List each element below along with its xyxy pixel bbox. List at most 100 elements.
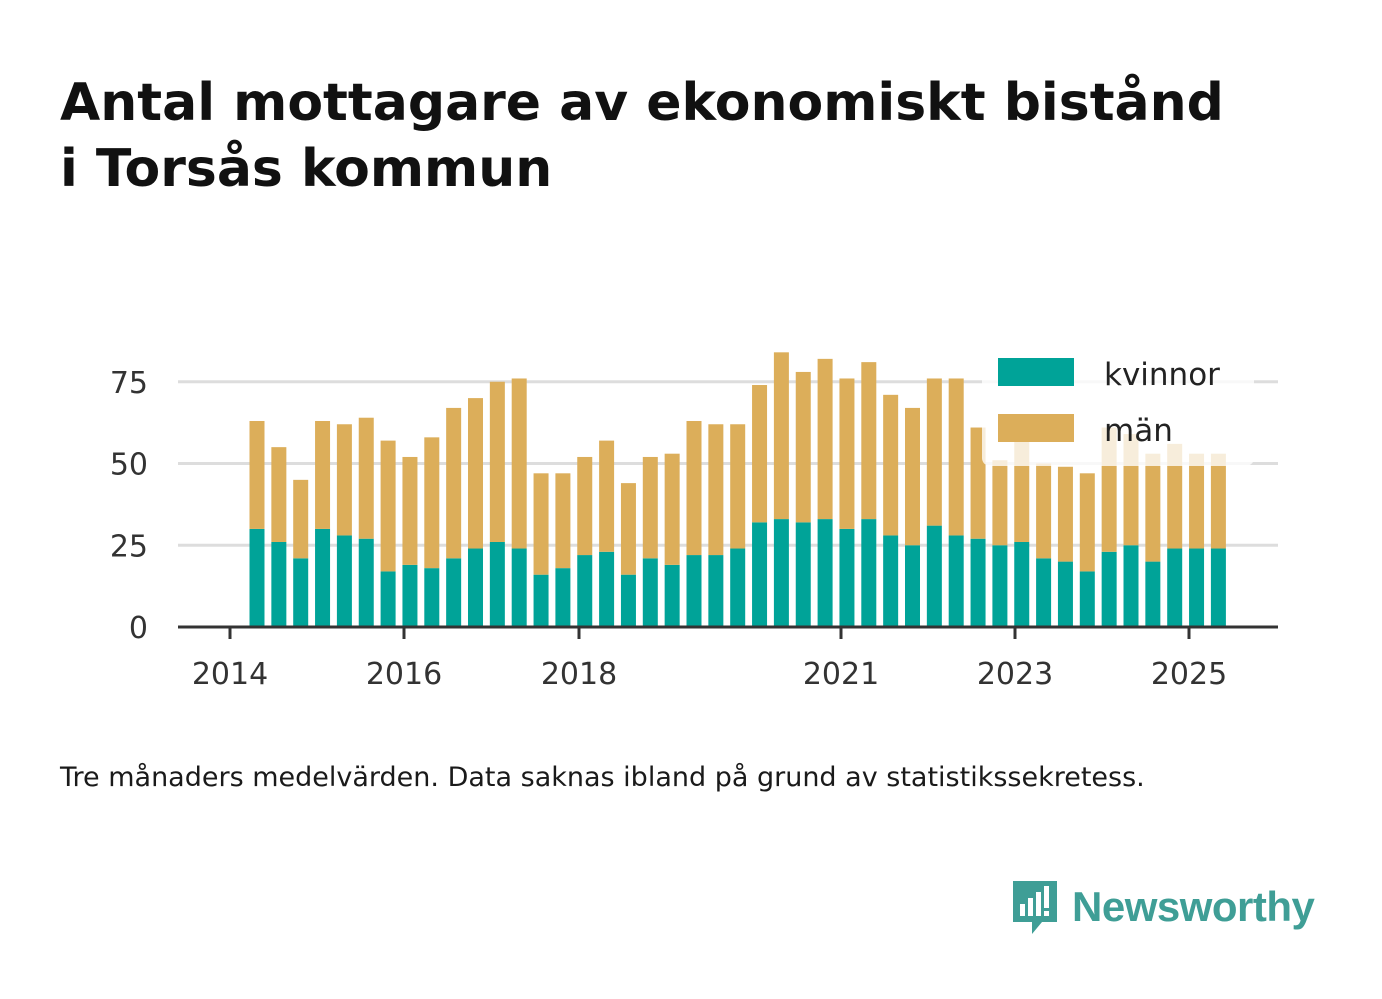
bar-kvinnor (1036, 558, 1052, 627)
bar-man (599, 440, 615, 552)
bar-kvinnor (599, 551, 615, 627)
bar-man (883, 394, 899, 536)
bar-man (664, 453, 680, 565)
x-tick-label: 2018 (541, 657, 617, 692)
bar-man (555, 473, 571, 569)
bar-man (271, 447, 287, 542)
bar-man (468, 398, 483, 549)
bar-man (861, 362, 877, 520)
bar-kvinnor (883, 535, 899, 627)
bar-kvinnor (446, 558, 462, 627)
x-tick-label: 2014 (192, 657, 268, 692)
bar-kvinnor (795, 522, 811, 627)
bar-man (446, 407, 462, 559)
bar-man (905, 407, 920, 546)
stacked-bar-chart: 0 25 50 75 2014 2016 2018 2021 2023 2025 kvinnor mä… (109, 352, 1278, 692)
bar-man (424, 437, 440, 569)
bar-kvinnor (555, 568, 571, 627)
x-tick-label: 2023 (977, 657, 1053, 692)
bar-kvinnor (948, 535, 964, 627)
chart-title-line-2: i Torsås kommun (60, 139, 553, 199)
bar-man (380, 440, 396, 572)
bar-man (795, 371, 811, 523)
newsworthy-logo-icon (1013, 881, 1057, 934)
bar-kvinnor (1079, 571, 1095, 627)
bar-man (730, 424, 746, 549)
bar-kvinnor (905, 545, 920, 627)
bar-man (708, 424, 724, 556)
bar-man (1145, 453, 1161, 562)
bar-man (620, 483, 636, 575)
bar-man (970, 427, 986, 539)
bar-kvinnor (577, 555, 593, 627)
bar-kvinnor (730, 548, 746, 627)
bar-man (926, 378, 942, 526)
bar-kvinnor (1210, 548, 1226, 627)
y-tick-label: 0 (129, 611, 148, 646)
bar-man (358, 417, 374, 539)
chart-footnote: Tre månaders medelvärden. Data saknas ib… (60, 762, 1145, 793)
bar-man (533, 473, 549, 575)
bar-man (752, 385, 768, 523)
bar-kvinnor (752, 522, 768, 627)
legend-swatch-man (998, 414, 1074, 442)
bar-kvinnor (489, 541, 505, 627)
bar-man (315, 420, 331, 529)
bar-kvinnor (1167, 548, 1183, 627)
bar-man (402, 456, 418, 565)
newsworthy-logo[interactable]: Newsworthy (1010, 878, 1315, 936)
bar-man (249, 420, 265, 529)
bar-man (1167, 443, 1183, 549)
bar-man (642, 456, 658, 559)
legend-label-man: män (1104, 413, 1173, 449)
bar-kvinnor (1014, 541, 1030, 627)
legend-swatch-kvinnor (998, 358, 1074, 386)
bar-man (1057, 466, 1073, 562)
y-tick-label: 50 (110, 448, 148, 483)
bar-kvinnor (336, 535, 352, 627)
bar-kvinnor (839, 528, 855, 627)
legend-label-kvinnor: kvinnor (1104, 357, 1220, 393)
bar-kvinnor (970, 538, 986, 627)
bar-kvinnor (926, 525, 942, 627)
bar-kvinnor (1145, 561, 1161, 627)
bar-kvinnor (468, 548, 483, 627)
bar-kvinnor (773, 519, 789, 627)
bar-kvinnor (992, 545, 1008, 627)
bar-kvinnor (861, 519, 877, 627)
x-tick-label: 2021 (803, 657, 879, 692)
bar-man (1079, 473, 1095, 572)
bar-kvinnor (686, 555, 702, 627)
bar-kvinnor (533, 574, 549, 627)
bar-kvinnor (817, 519, 833, 627)
bar-kvinnor (511, 548, 527, 627)
bar-kvinnor (315, 528, 331, 627)
bar-man (293, 479, 309, 559)
bar-kvinnor (708, 555, 724, 627)
bar-man (336, 424, 352, 536)
chart-title-line-1: Antal mottagare av ekonomiskt bistånd (60, 73, 1224, 133)
bar-kvinnor (293, 558, 309, 627)
bar-kvinnor (380, 571, 396, 627)
bar-kvinnor (1189, 548, 1205, 627)
bar-man (577, 456, 593, 556)
bar-man (1189, 453, 1205, 549)
bar-kvinnor (1123, 545, 1139, 627)
bar-man (992, 460, 1008, 546)
x-tick-label: 2016 (366, 657, 442, 692)
bar-kvinnor (424, 568, 440, 627)
bar-man (511, 378, 527, 549)
bar-kvinnor (642, 558, 658, 627)
bar-kvinnor (1101, 551, 1117, 627)
logo-text: Newsworthy (1072, 883, 1315, 930)
bar-man (489, 381, 505, 542)
chart-title: Antal mottagare av ekonomiskt bistånd i … (60, 70, 1340, 202)
bar-man (773, 352, 789, 520)
y-tick-label: 75 (110, 366, 148, 401)
bar-kvinnor (1057, 561, 1073, 627)
bar-kvinnor (358, 538, 374, 627)
bar-kvinnor (664, 564, 680, 627)
bar-kvinnor (249, 528, 265, 627)
bar-man (686, 420, 702, 556)
bar-kvinnor (271, 541, 287, 627)
